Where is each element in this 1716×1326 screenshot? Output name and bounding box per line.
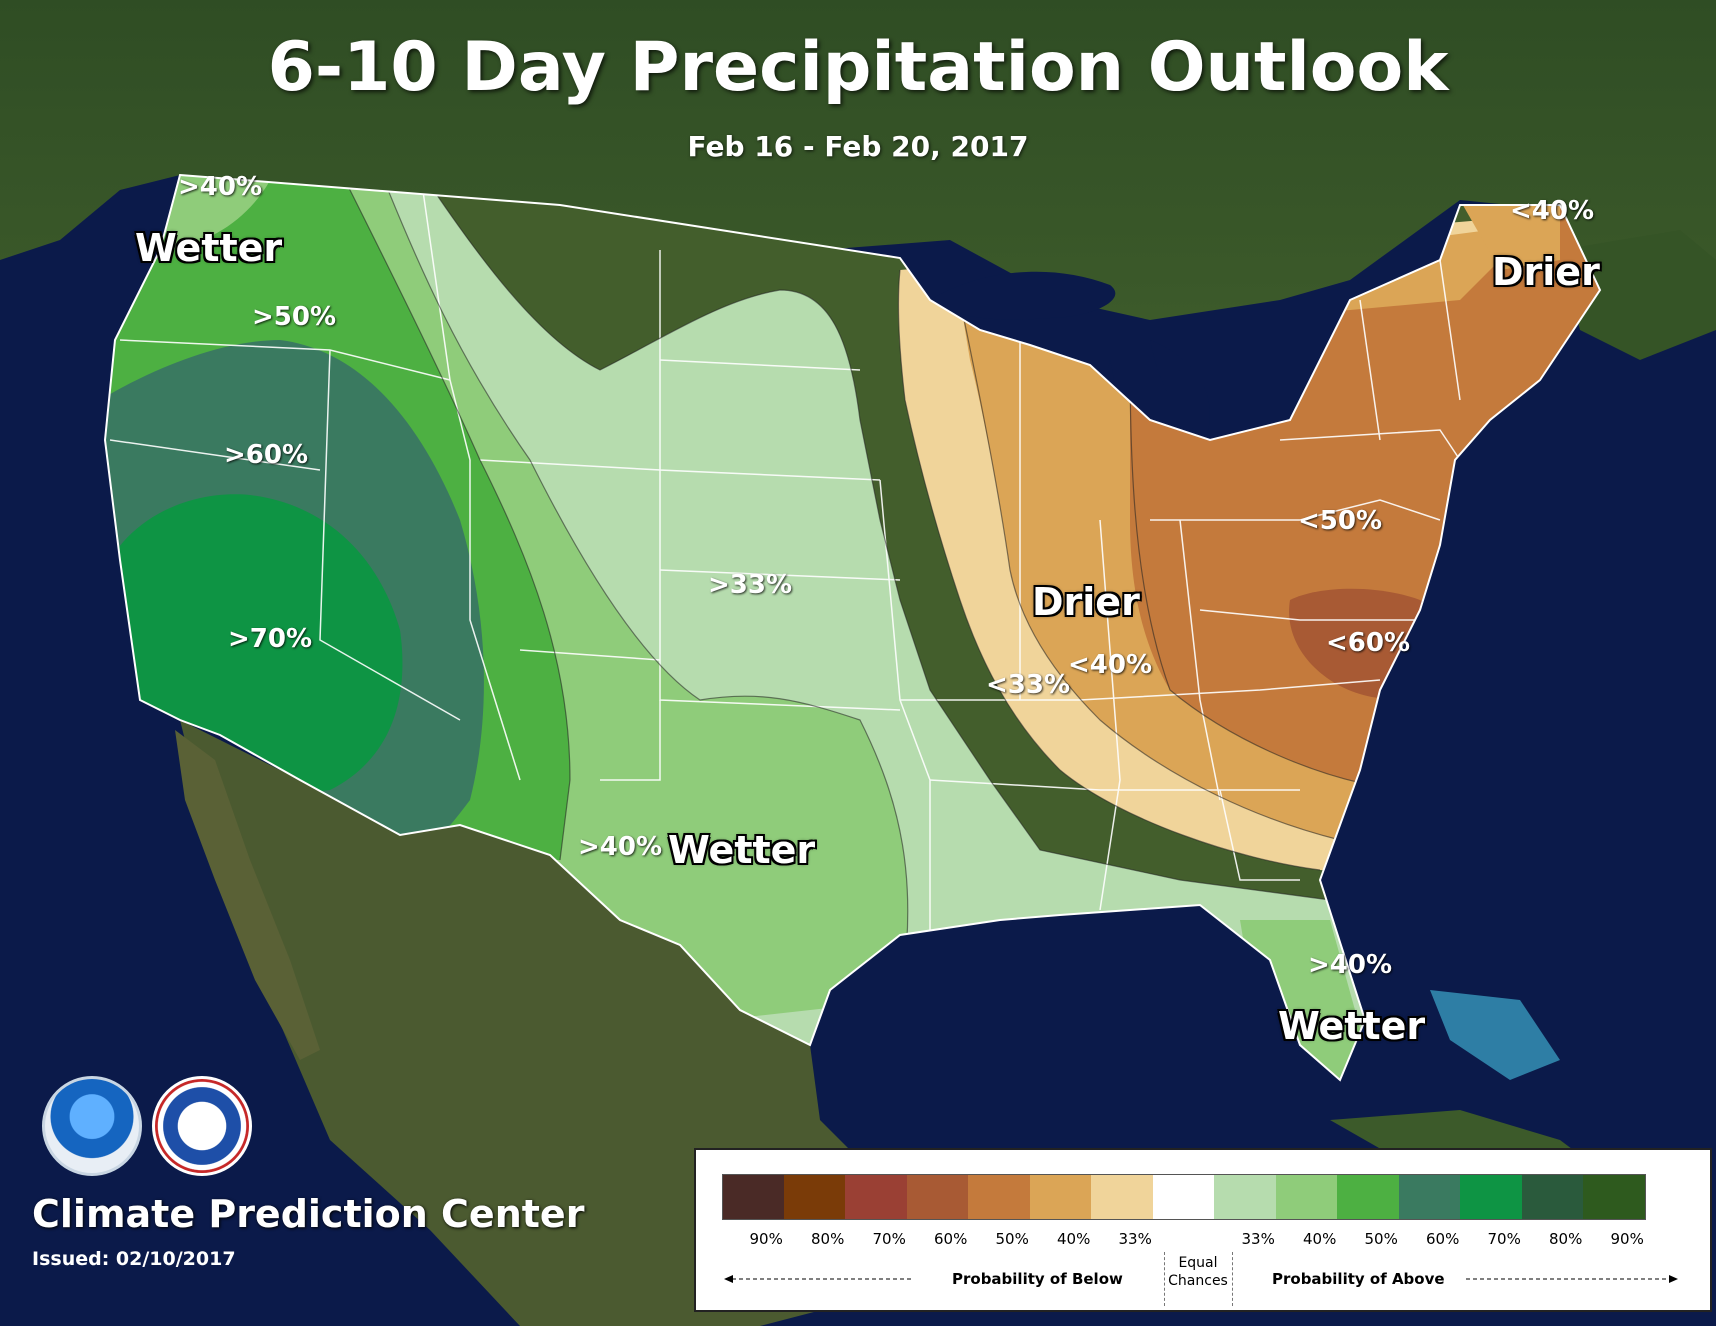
legend-equal-chances: Equal Chances xyxy=(1166,1254,1230,1290)
canada-land xyxy=(0,0,1716,320)
lake-huron xyxy=(1150,340,1210,440)
nova-scotia-land xyxy=(1560,230,1716,360)
legend-swatch-5 xyxy=(1029,1174,1092,1220)
legend-swatch-8 xyxy=(1214,1174,1277,1220)
state-boundaries xyxy=(109,175,1461,930)
legend: 90% 80% 70% 60% 50% 40% 33% 33% 40% 50% 60% 70% 80% 9… xyxy=(694,1148,1712,1312)
legend-swatch-4 xyxy=(968,1174,1031,1220)
bahamas xyxy=(1430,990,1560,1080)
label-above-70: >70% xyxy=(228,624,313,654)
legend-swatch-12 xyxy=(1460,1174,1523,1220)
legend-label-14: 90% xyxy=(1610,1230,1644,1248)
legend-swatch-2 xyxy=(845,1174,908,1220)
lake-superior xyxy=(930,271,1116,320)
contour-lines xyxy=(339,175,1401,1001)
label-above-60: >60% xyxy=(224,440,309,470)
legend-label-12: 70% xyxy=(1487,1230,1521,1248)
band-below-40-maine xyxy=(1460,200,1560,270)
label-below-50: <50% xyxy=(1298,506,1383,536)
label-above-40-wa: >40% xyxy=(178,172,263,202)
label-below-40-ohio-valley: <40% xyxy=(1068,650,1153,680)
map-title: 6-10 Day Precipitation Outlook xyxy=(267,28,1449,107)
legend-swatch-13 xyxy=(1521,1174,1584,1220)
legend-swatch-7 xyxy=(1152,1174,1215,1220)
band-above-40-nw xyxy=(150,175,280,250)
legend-swatch-14 xyxy=(1583,1174,1646,1220)
legend-swatch-0 xyxy=(722,1174,786,1220)
above-arrow xyxy=(1466,1275,1678,1283)
issued-date: Issued: 02/10/2017 xyxy=(32,1248,236,1270)
label-drier-ohio-valley: Drier xyxy=(1032,580,1140,624)
legend-label-8: 33% xyxy=(1241,1230,1275,1248)
legend-divider-left xyxy=(1164,1252,1166,1306)
organization-name: Climate Prediction Center xyxy=(32,1192,585,1236)
equal-line-2: Chances xyxy=(1168,1273,1228,1289)
legend-label-3: 60% xyxy=(934,1230,968,1248)
label-below-33-mississippi: <33% xyxy=(986,670,1071,700)
label-below-60: <60% xyxy=(1326,628,1411,658)
legend-above-caption: Probability of Above xyxy=(1272,1270,1445,1288)
label-above-40-florida: >40% xyxy=(1308,950,1393,980)
below-arrow xyxy=(724,1275,912,1283)
legend-label-13: 80% xyxy=(1549,1230,1583,1248)
label-above-40-southwest: >40% xyxy=(578,832,663,862)
legend-swatch-1 xyxy=(783,1174,846,1220)
legend-swatch-6 xyxy=(1091,1174,1154,1220)
legend-label-5: 40% xyxy=(1057,1230,1091,1248)
legend-below-caption: Probability of Below xyxy=(952,1270,1123,1288)
label-wetter-south: Wetter xyxy=(668,828,816,872)
legend-label-0: 90% xyxy=(749,1230,783,1248)
nws-logo xyxy=(152,1076,252,1176)
label-below-40-maine: <40% xyxy=(1510,196,1595,226)
map-subtitle: Feb 16 - Feb 20, 2017 xyxy=(687,130,1029,163)
legend-label-10: 50% xyxy=(1364,1230,1398,1248)
legend-label-1: 80% xyxy=(811,1230,845,1248)
legend-label-9: 40% xyxy=(1303,1230,1337,1248)
legend-divider-right xyxy=(1232,1252,1234,1306)
label-drier-northeast: Drier xyxy=(1492,250,1600,294)
us-outline xyxy=(103,173,1602,1082)
noaa-logo xyxy=(42,1076,142,1176)
legend-swatch-9 xyxy=(1275,1174,1338,1220)
legend-label-4: 50% xyxy=(995,1230,1029,1248)
label-wetter-florida: Wetter xyxy=(1278,1004,1426,1048)
band-above-70 xyxy=(110,494,403,795)
label-above-50: >50% xyxy=(252,302,337,332)
legend-swatch-3 xyxy=(906,1174,969,1220)
legend-label-2: 70% xyxy=(872,1230,906,1248)
legend-label-11: 60% xyxy=(1426,1230,1460,1248)
label-above-33-plains: >33% xyxy=(708,570,793,600)
baja-peninsula xyxy=(175,730,320,1060)
legend-swatch-10 xyxy=(1337,1174,1400,1220)
label-wetter-northwest: Wetter xyxy=(135,226,283,270)
legend-swatch-11 xyxy=(1398,1174,1461,1220)
legend-label-6: 33% xyxy=(1118,1230,1152,1248)
equal-line-1: Equal xyxy=(1178,1255,1218,1271)
